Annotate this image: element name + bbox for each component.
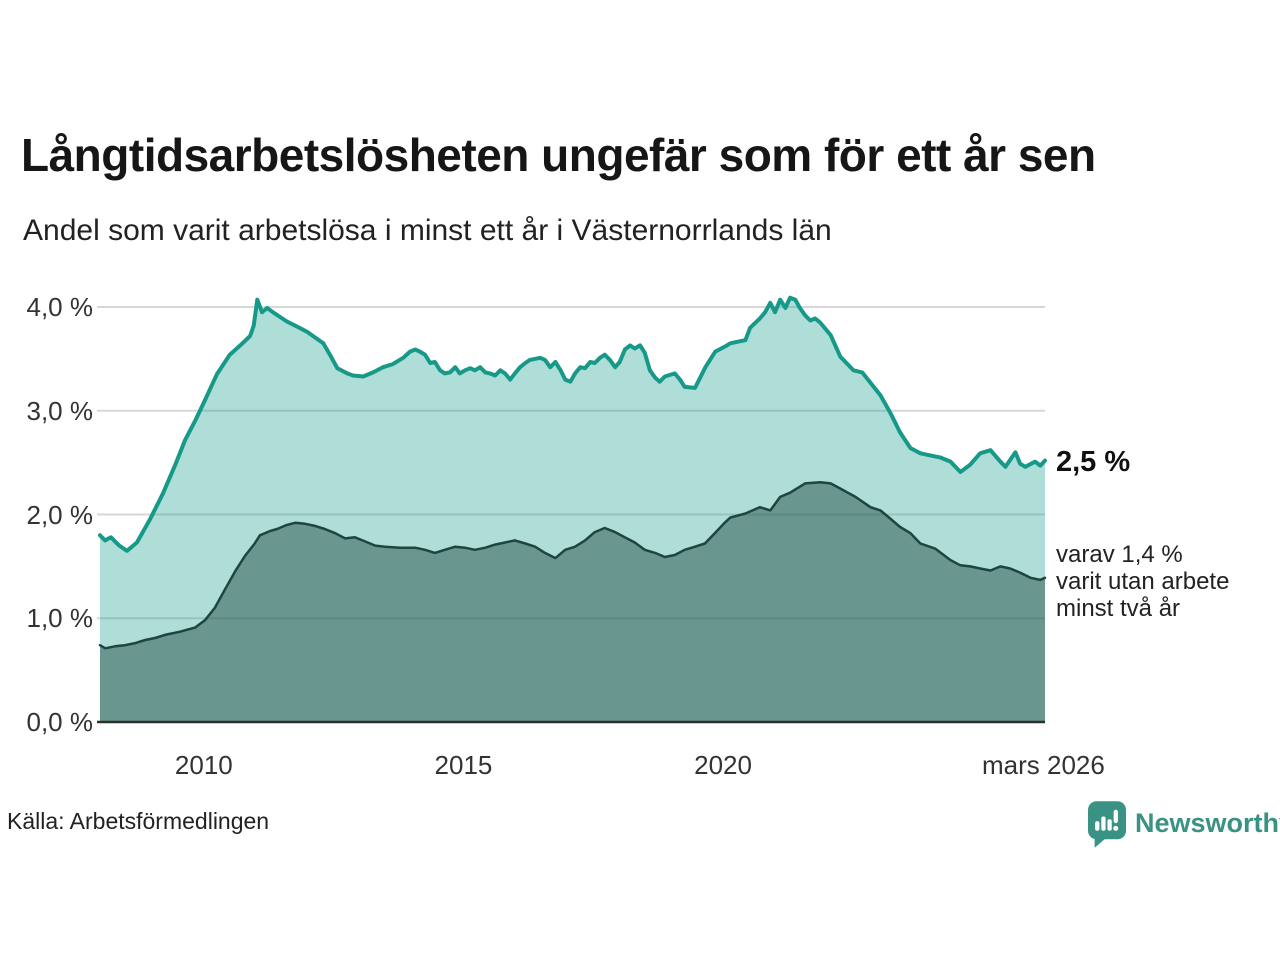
series2-end-label-line3: minst två år bbox=[1056, 595, 1181, 622]
newsworthy-logo bbox=[1088, 801, 1126, 848]
series1-end-label: 2,5 % bbox=[1056, 446, 1131, 478]
series2-end-label-line1: varav 1,4 % bbox=[1056, 541, 1183, 568]
y-axis-label: 0,0 % bbox=[26, 707, 94, 737]
series2-end-label-line2: varit utan arbete bbox=[1056, 568, 1230, 595]
y-axis-label: 3,0 % bbox=[26, 395, 94, 426]
x-axis-label: 2020 bbox=[694, 750, 752, 780]
area-series-1 bbox=[100, 297, 1045, 722]
chart-subtitle: Andel som varit arbetslösa i minst ett å… bbox=[23, 214, 832, 247]
series2-end-label: varav 1,4 % varit utan arbete minst två … bbox=[1056, 541, 1229, 622]
chart-title: Långtidsarbetslösheten ungefär som för e… bbox=[21, 129, 1096, 181]
area-series-2 bbox=[100, 482, 1045, 722]
x-axis-label: mars 2026 bbox=[982, 750, 1105, 780]
y-axis-label: 4,0 % bbox=[26, 292, 94, 322]
x-axis-label: 2010 bbox=[174, 750, 233, 780]
y-axis-label: 2,0 % bbox=[26, 499, 94, 530]
y-axis-label: 1,0 % bbox=[26, 603, 94, 634]
source-note: Källa: Arbetsförmedlingen bbox=[7, 808, 270, 834]
x-axis-label: 2015 bbox=[434, 750, 493, 780]
line-series-2 bbox=[98, 481, 1047, 650]
brand: Newsworthy bbox=[1088, 801, 1280, 849]
brand-wordmark: Newsworthy bbox=[1135, 808, 1280, 838]
line-series-1 bbox=[98, 295, 1047, 553]
